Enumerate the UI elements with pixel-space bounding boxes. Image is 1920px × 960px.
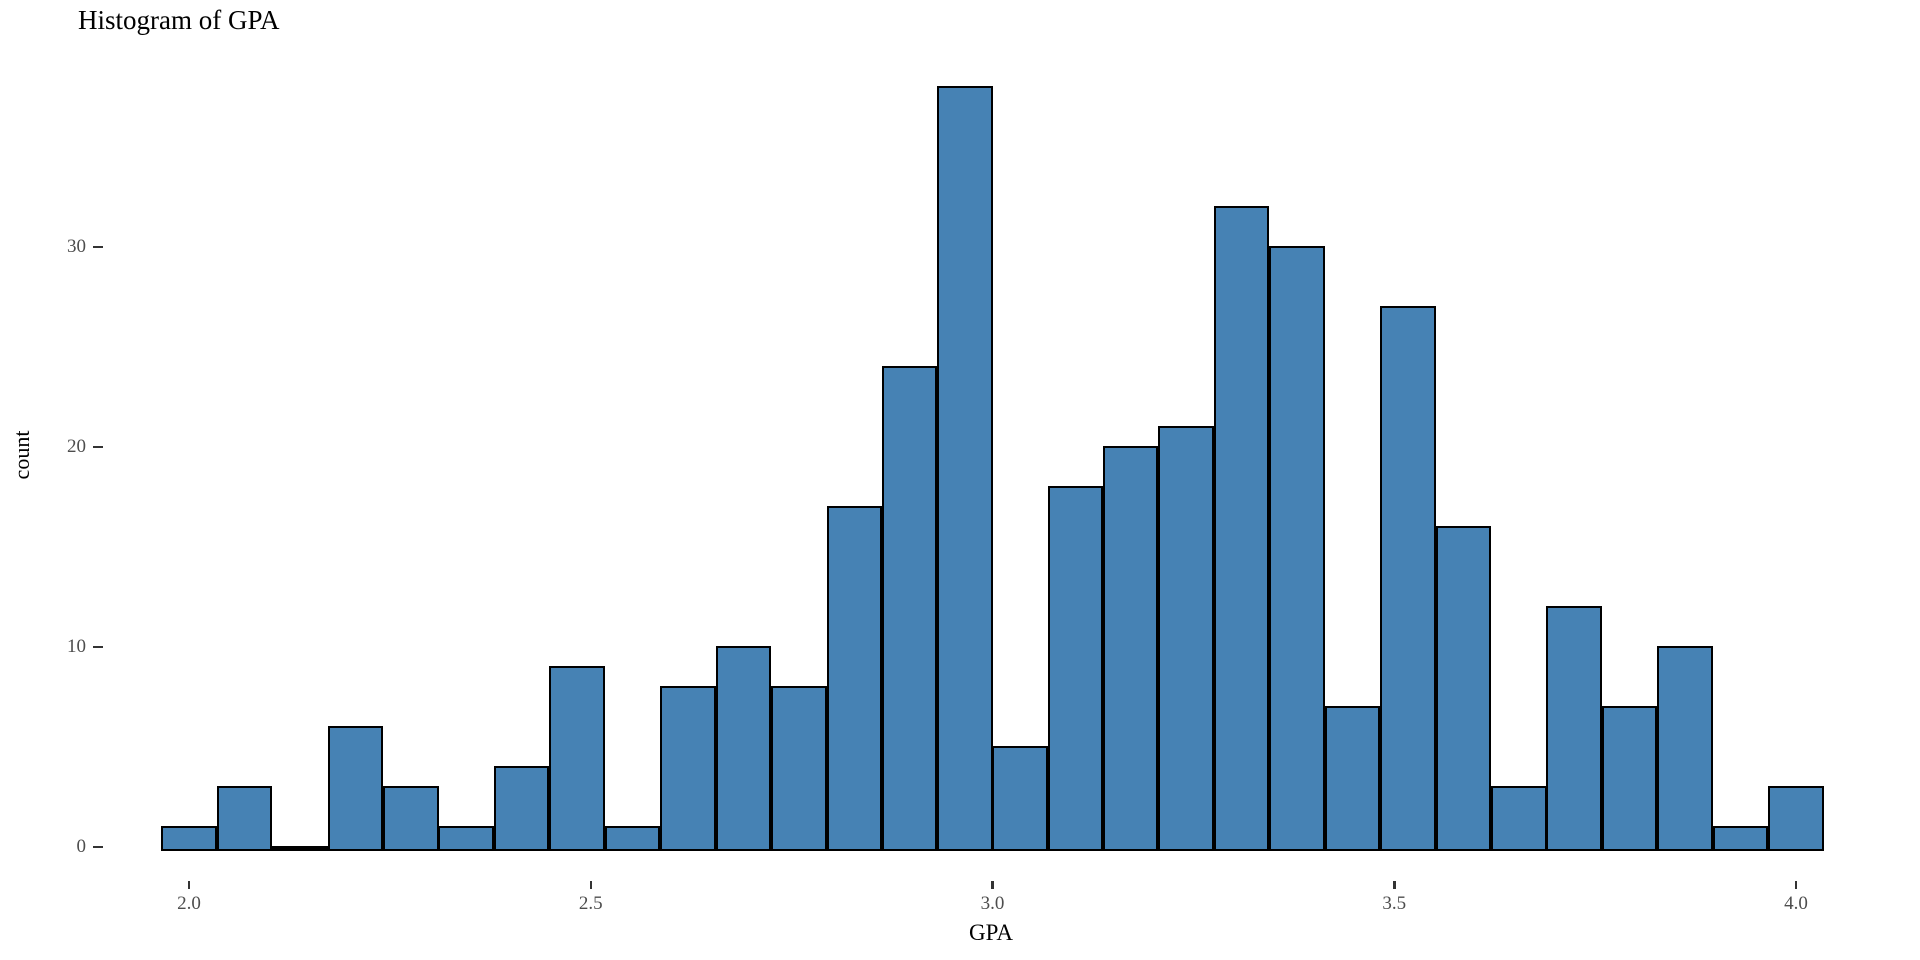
histogram-bar (1435, 525, 1492, 851)
histogram-bar (272, 845, 328, 851)
histogram-bar (1269, 245, 1325, 851)
x-tick-label: 2.5 (578, 893, 603, 914)
y-tick-label: 10 (67, 636, 86, 657)
histogram-bar (660, 685, 716, 851)
histogram-bar (1047, 485, 1103, 851)
histogram-bar (881, 365, 938, 851)
histogram-bar (715, 645, 772, 851)
x-axis-title: GPA (969, 920, 1013, 945)
histogram-bar (549, 665, 605, 851)
histogram-bar (1601, 705, 1658, 851)
y-tick-mark (93, 245, 103, 248)
chart-title: Histogram of GPA (78, 5, 280, 35)
histogram-bar (1158, 425, 1214, 851)
y-tick-label: 20 (67, 436, 86, 457)
histogram-bar (937, 85, 993, 851)
histogram-bar (1768, 785, 1824, 851)
x-tick-mark (589, 881, 592, 889)
histogram-bar (771, 685, 827, 851)
y-tick-mark (93, 845, 103, 848)
x-tick-label: 4.0 (1784, 893, 1808, 914)
histogram-bar (826, 505, 883, 851)
y-axis-title: count (9, 430, 34, 480)
x-tick-mark (187, 881, 191, 889)
histogram-bar (438, 825, 494, 851)
y-tick-mark (93, 445, 103, 448)
y-tick-label: 0 (76, 836, 87, 857)
histogram-bar (327, 725, 384, 851)
y-tick-mark (93, 645, 103, 648)
histogram-bar (1491, 785, 1547, 851)
histogram-bar (1546, 605, 1602, 851)
x-tick-label: 2.0 (177, 893, 201, 914)
x-tick-label: 3.0 (980, 893, 1005, 914)
x-tick-mark (991, 881, 994, 889)
x-tick-mark (1794, 881, 1798, 889)
y-tick-label: 30 (67, 236, 86, 257)
histogram-bar (1380, 305, 1436, 851)
histogram-bar (604, 825, 661, 851)
histogram-bar (493, 765, 550, 851)
histogram-bar (216, 785, 273, 851)
histogram-bar (1213, 205, 1270, 851)
histogram-bar (161, 825, 217, 851)
histogram-bar (383, 785, 439, 851)
histogram-bar (1324, 705, 1381, 851)
histogram-bar (992, 745, 1048, 851)
histogram-bar (1102, 445, 1159, 851)
histogram-bar (1657, 645, 1713, 851)
x-tick-mark (1393, 881, 1396, 889)
histogram-bar (1712, 825, 1769, 851)
x-tick-label: 3.5 (1382, 893, 1407, 914)
